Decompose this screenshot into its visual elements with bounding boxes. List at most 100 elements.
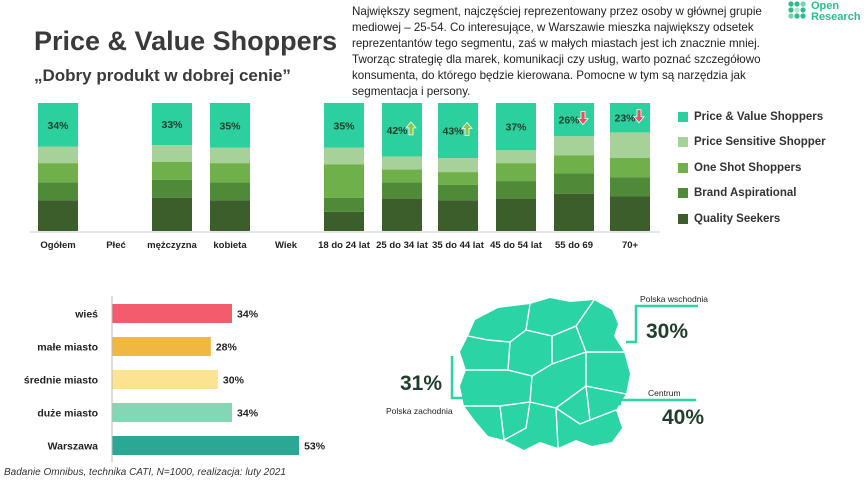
legend-label: Price & Value Shoppers xyxy=(694,110,824,123)
bar-segment-4 xyxy=(438,200,478,231)
legend-label: One Shot Shoppers xyxy=(694,161,802,174)
x-tick-label: Ogółem xyxy=(40,240,75,251)
data-label: 37% xyxy=(505,122,527,134)
region-value-west: 31% xyxy=(400,372,442,395)
legend-entry: Brand Aspirational xyxy=(678,181,826,207)
bar-segment-2 xyxy=(554,155,594,174)
data-label: 28% xyxy=(216,342,238,354)
region-label-east: Polska wschodnia xyxy=(640,294,708,304)
region-label-center: Centrum xyxy=(648,388,681,398)
legend-swatch xyxy=(678,188,688,199)
data-label: 23% xyxy=(614,113,636,125)
bar-segment-2 xyxy=(324,164,364,198)
category-label: małe miasto xyxy=(37,342,98,354)
legend-swatch xyxy=(678,213,688,224)
x-tick-label: 70+ xyxy=(622,240,639,251)
city-bar xyxy=(112,337,211,356)
x-tick-label: 35 do 44 lat xyxy=(432,240,485,251)
data-label: 30% xyxy=(223,375,245,387)
trend-up-arrow-icon xyxy=(405,121,417,136)
bar-segment-0 xyxy=(210,103,250,148)
data-label: 34% xyxy=(47,120,69,132)
bar-segment-4 xyxy=(554,193,594,231)
data-label: 26% xyxy=(558,115,580,127)
city-bar xyxy=(112,370,218,389)
logo-text: Open Research xyxy=(811,0,861,23)
x-tick-label: Wiek xyxy=(275,240,298,251)
bar-segment-1 xyxy=(438,158,478,173)
bar-segment-0 xyxy=(38,103,78,147)
survey-footnote: Badanie Omnibus, technika CATI, N=1000, … xyxy=(4,467,286,478)
data-label: 42% xyxy=(386,125,408,137)
legend-entry: One Shot Shoppers xyxy=(678,155,826,181)
region-value-center: 40% xyxy=(662,406,704,429)
data-label: 35% xyxy=(219,120,241,132)
bar-segment-4 xyxy=(496,199,536,231)
x-tick-label: 18 do 24 lat xyxy=(318,240,371,251)
bar-segment-0 xyxy=(324,103,364,148)
data-label: 35% xyxy=(333,120,355,132)
page-title: Price & Value Shoppers xyxy=(34,26,338,56)
legend-label: Price Sensitive Shopper xyxy=(694,136,826,149)
bar-segment-3 xyxy=(38,182,78,201)
bar-segment-3 xyxy=(152,179,192,198)
bar-segment-1 xyxy=(496,150,536,164)
data-label: 34% xyxy=(237,309,259,321)
bar-segment-2 xyxy=(382,169,422,183)
bar-segment-3 xyxy=(610,177,650,197)
data-label: 43% xyxy=(442,126,464,138)
data-label: 53% xyxy=(304,441,326,453)
bar-segment-3 xyxy=(438,184,478,201)
trend-down-arrow-icon xyxy=(577,111,589,126)
segment-description: Największy segment, najczęściej reprezen… xyxy=(352,5,762,98)
bar-segment-2 xyxy=(610,158,650,178)
bar-segment-0 xyxy=(438,103,478,159)
legend-swatch xyxy=(678,162,688,173)
trend-up-arrow-icon xyxy=(461,121,473,136)
bar-segment-3 xyxy=(382,182,422,199)
trend-down-arrow-icon xyxy=(633,109,645,124)
bar-segment-2 xyxy=(152,161,192,180)
segment-stacked-bar-chart: Ogółem 34% Płeć mężczyzna 33% kobieta 35% Wiek 1… xyxy=(30,103,660,251)
bar-segment-0 xyxy=(382,103,422,157)
bar-segment-1 xyxy=(38,146,78,164)
bar-segment-4 xyxy=(324,211,364,231)
city-bar xyxy=(112,403,233,422)
bar-segment-2 xyxy=(38,163,78,183)
category-label: duże miasto xyxy=(37,408,98,420)
legend-entry: Price & Value Shoppers xyxy=(678,104,826,130)
bar-segment-4 xyxy=(382,199,422,231)
x-tick-label: 45 do 54 lat xyxy=(490,240,543,251)
region-value-east: 30% xyxy=(646,320,688,343)
page-subtitle: „Dobry produkt w dobrej cenie” xyxy=(34,66,291,85)
bar-segment-1 xyxy=(382,156,422,170)
legend-label: Quality Seekers xyxy=(694,212,781,225)
bar-segment-3 xyxy=(210,182,250,201)
legend-swatch xyxy=(678,111,688,122)
bar-segment-0 xyxy=(152,103,192,146)
voivodeship-borders xyxy=(464,299,627,449)
legend-label: Brand Aspirational xyxy=(694,187,797,200)
city-size-bar-chart: wieś 34% małe miasto 28% średnie miasto 30% du… xyxy=(24,296,326,462)
poland-map-shape xyxy=(460,298,630,450)
legend-entry: Quality Seekers xyxy=(678,206,826,232)
open-research-logo xyxy=(788,1,806,19)
bar-segment-1 xyxy=(554,136,594,156)
x-tick-label: 25 do 34 lat xyxy=(376,240,429,251)
city-bar xyxy=(112,304,233,323)
bar-segment-1 xyxy=(210,147,250,164)
data-label: 33% xyxy=(161,119,183,131)
bar-segment-1 xyxy=(324,147,364,165)
bar-segment-2 xyxy=(210,163,250,183)
x-tick-label: 55 do 69 xyxy=(555,240,593,251)
x-tick-label: mężczyzna xyxy=(147,240,197,251)
data-label: 34% xyxy=(237,408,259,420)
bar-segment-3 xyxy=(554,173,594,194)
bar-segment-2 xyxy=(496,163,536,182)
bar-segment-3 xyxy=(324,197,364,212)
bar-segment-0 xyxy=(496,103,536,151)
bar-segment-2 xyxy=(438,172,478,185)
bar-segment-3 xyxy=(496,181,536,199)
bar-segment-1 xyxy=(610,132,650,159)
x-tick-label: kobieta xyxy=(213,240,247,251)
